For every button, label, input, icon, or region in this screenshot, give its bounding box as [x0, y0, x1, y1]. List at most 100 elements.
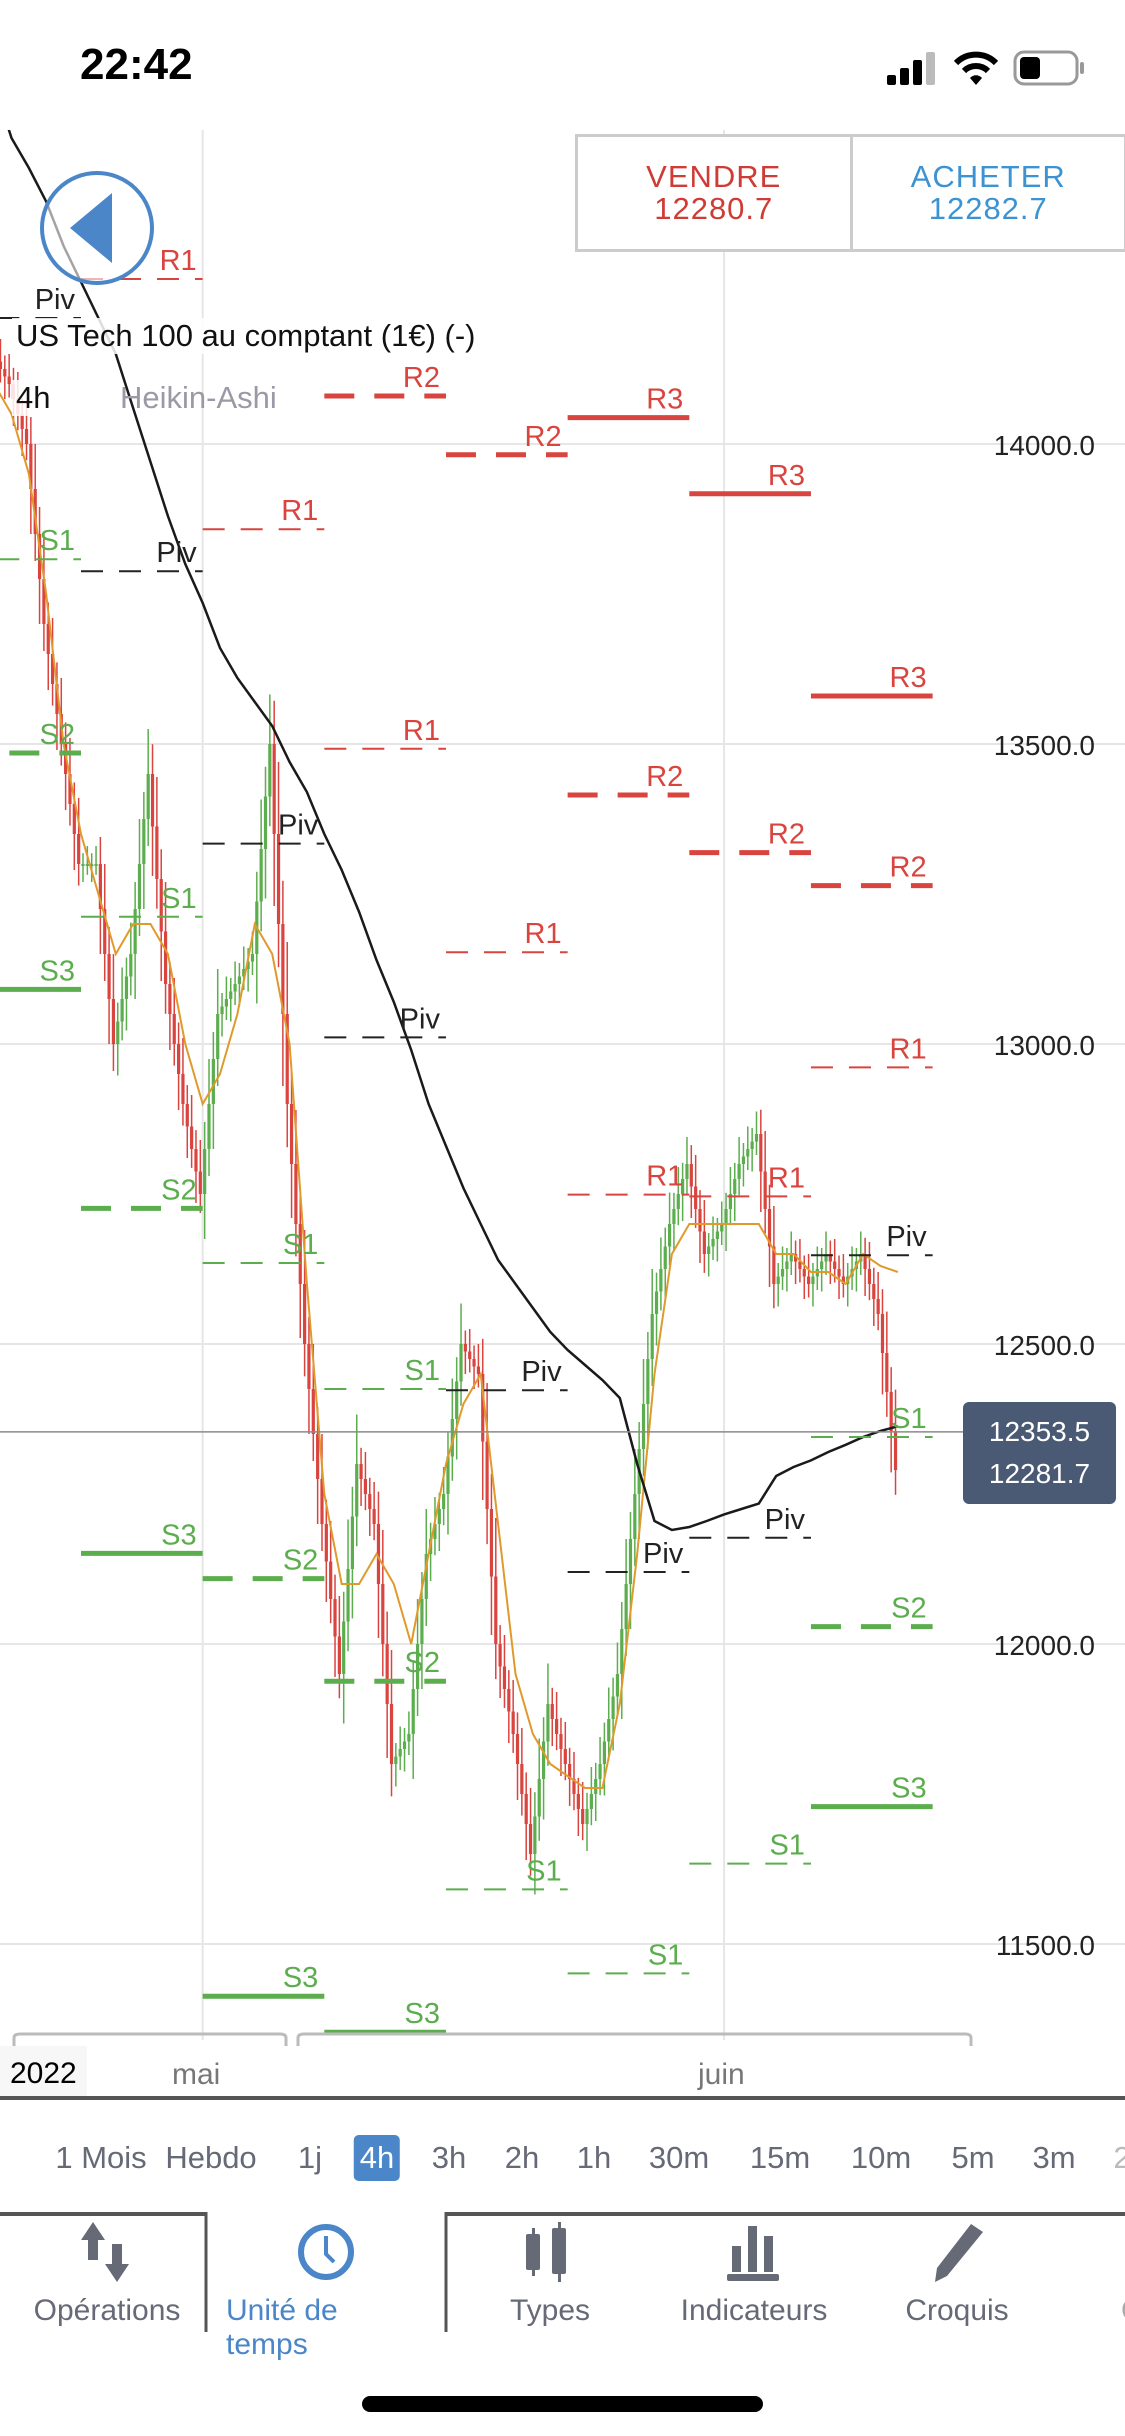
candle — [233, 984, 237, 992]
timeframe-5m[interactable]: 5m — [951, 2140, 995, 2175]
pivot-label-r3: R3 — [890, 662, 927, 694]
pivot-label-s1: S1 — [769, 1830, 804, 1862]
candle — [550, 1704, 554, 1719]
pivot-label-piv: Piv — [643, 1538, 684, 1570]
candle — [576, 1794, 580, 1809]
candle — [124, 976, 129, 999]
tab-operations[interactable]: Opérations — [7, 2222, 207, 2328]
candle — [194, 1149, 198, 1172]
candle — [55, 684, 59, 714]
candle — [294, 1164, 298, 1224]
candle — [820, 1261, 824, 1269]
candle — [620, 1629, 624, 1674]
tab-indicateurs[interactable]: Indicateurs — [654, 2222, 854, 2328]
date-axis-month: juin — [698, 2058, 745, 2091]
date-axis-month: mai — [172, 2058, 221, 2091]
tab-label: Indicateurs — [680, 2294, 828, 2327]
candle — [420, 1599, 424, 1644]
tab-label: Opérations — [33, 2294, 181, 2327]
candle — [650, 1314, 654, 1359]
candle — [872, 1284, 876, 1299]
pivot-label-s1: S1 — [648, 1939, 683, 1971]
candle — [142, 819, 146, 864]
candle — [759, 1134, 763, 1172]
candle — [433, 1524, 437, 1539]
timeframe-3m[interactable]: 3m — [1032, 2140, 1076, 2175]
candle — [724, 1209, 728, 1224]
candle — [654, 1291, 659, 1314]
candle — [307, 1344, 311, 1389]
candle — [463, 1344, 467, 1352]
pivot-label-r1: R1 — [525, 918, 562, 950]
candle — [29, 444, 33, 489]
candle — [798, 1261, 802, 1269]
pivot-label-s3: S3 — [404, 1998, 439, 2030]
timeframe-4h[interactable]: 4h — [353, 2135, 401, 2181]
candle — [589, 1794, 593, 1809]
y-tick-label: 13000.0 — [994, 1030, 1095, 1061]
candle — [780, 1269, 785, 1277]
tab-types[interactable]: Types — [450, 2222, 650, 2328]
candle — [37, 534, 42, 579]
timeframe-15m[interactable]: 15m — [749, 2140, 811, 2175]
candle — [90, 864, 94, 866]
candle — [190, 1126, 194, 1149]
candle — [285, 1014, 289, 1104]
candle — [346, 1569, 350, 1622]
candle — [841, 1276, 845, 1284]
timeframe-10m[interactable]: 10m — [850, 2140, 912, 2175]
buy-button[interactable]: ACHETER 12282.7 — [853, 137, 1125, 249]
candle — [793, 1254, 798, 1262]
candle — [77, 834, 81, 864]
candle — [207, 1104, 211, 1149]
timeframe-2h[interactable]: 2h — [504, 2140, 540, 2175]
candle — [511, 1711, 515, 1734]
pivot-label-piv: Piv — [156, 537, 197, 569]
back-button[interactable] — [40, 171, 154, 285]
candle — [415, 1644, 420, 1689]
candle — [489, 1509, 494, 1577]
candle — [607, 1719, 611, 1742]
pivot-label-piv: Piv — [521, 1356, 562, 1388]
timeframe-hebdo[interactable]: Hebdo — [165, 2140, 257, 2175]
timeframe-1-mois[interactable]: 1 Mois — [55, 2140, 147, 2175]
divider — [0, 2096, 1125, 2100]
candle — [442, 1494, 446, 1509]
timeframe-2m[interactable]: 2 — [1113, 2140, 1125, 2175]
candle — [24, 429, 29, 444]
candle — [515, 1734, 520, 1764]
pivot-label-piv: Piv — [278, 810, 319, 842]
pivot-label-s1: S1 — [526, 1855, 561, 1887]
arrows-up-down-icon — [81, 2222, 129, 2282]
sell-button[interactable]: VENDRE 12280.7 — [578, 137, 853, 249]
timeframe-30m[interactable]: 30m — [648, 2140, 710, 2175]
candle — [885, 1353, 889, 1392]
candle — [485, 1441, 489, 1509]
pivot-label-r2: R2 — [646, 761, 683, 793]
sell-price: 12280.7 — [654, 191, 774, 226]
candle — [541, 1741, 546, 1779]
candle — [281, 924, 285, 1014]
candle — [250, 954, 255, 962]
pivot-label-r2: R2 — [525, 421, 562, 453]
candle — [559, 1734, 563, 1749]
timeframe-1j[interactable]: 1j — [297, 2140, 323, 2175]
candle — [359, 1464, 363, 1479]
candle — [94, 864, 98, 866]
candle — [833, 1261, 837, 1269]
price-chart[interactable]: Piv S1 S2 S3 R1 Piv S1 S2 S3 R1 Piv S1 S2 S3 R2 R1 Piv S1… — [0, 0, 1125, 2100]
timeframe-3h[interactable]: 3h — [431, 2140, 467, 2175]
timeframe-label: 4h — [12, 380, 55, 416]
candle — [198, 1171, 202, 1194]
candle — [667, 1224, 672, 1247]
tab-croquis[interactable]: Croquis — [857, 2222, 1057, 2328]
tab-more[interactable]: Co — [1040, 2222, 1125, 2328]
candle — [741, 1156, 746, 1164]
candle — [220, 1006, 224, 1014]
timeframe-1h[interactable]: 1h — [576, 2140, 612, 2175]
candle — [376, 1524, 381, 1584]
pivot-label-r1: R1 — [160, 245, 197, 277]
tab-label: Unité de temps — [226, 2294, 338, 2361]
y-tick-label: 11500.0 — [996, 1930, 1095, 1961]
tab-unite-de-temps[interactable]: Unité de temps — [226, 2222, 426, 2362]
